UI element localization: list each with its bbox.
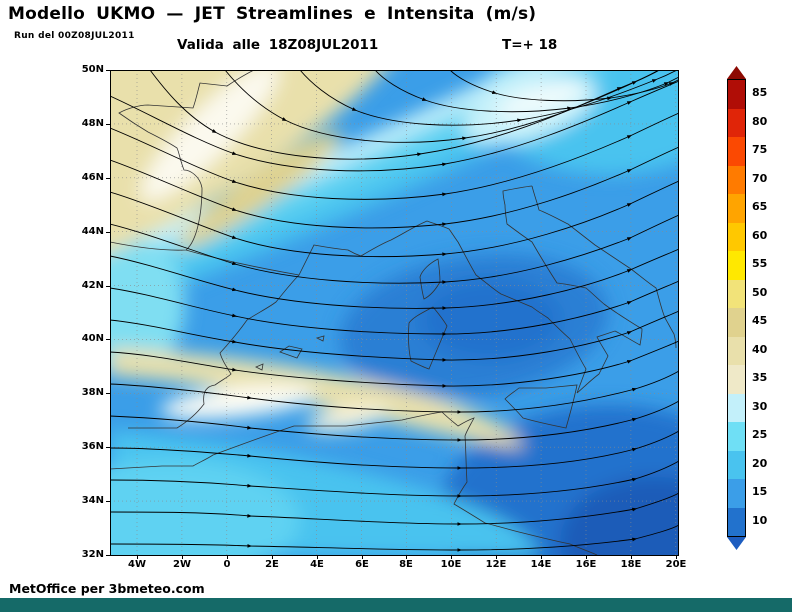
lon-label: 8E bbox=[386, 555, 426, 570]
streamline bbox=[449, 70, 679, 102]
lon-label: 18E bbox=[611, 555, 651, 570]
lat-label: 36N bbox=[68, 441, 111, 453]
colorbar-cell bbox=[728, 450, 745, 479]
coastline-atlantic-france bbox=[110, 70, 255, 251]
colorbar-value: 10 bbox=[752, 513, 768, 527]
colorbar-value: 15 bbox=[752, 485, 768, 498]
streamline bbox=[110, 340, 679, 388]
colorbar-value: 30 bbox=[752, 399, 768, 413]
lat-label: 46N bbox=[68, 172, 111, 184]
lon-label: 6E bbox=[342, 555, 382, 570]
lat-label: 32N bbox=[68, 549, 111, 561]
colorbar-cell bbox=[728, 336, 745, 365]
lon-label: 14E bbox=[521, 555, 561, 570]
lat-label: 50N bbox=[68, 64, 111, 76]
colorbar bbox=[727, 66, 746, 550]
lon-label: 4E bbox=[297, 555, 337, 570]
colorbar-cap-top bbox=[727, 66, 746, 79]
colorbar-value: 40 bbox=[752, 342, 768, 356]
streamlines bbox=[110, 70, 679, 552]
streamline bbox=[110, 460, 679, 498]
map-frame bbox=[110, 70, 679, 556]
intensity-region-center-low-core bbox=[420, 280, 560, 360]
colorbar-cell bbox=[728, 108, 745, 137]
colorbar-cap-bottom bbox=[727, 537, 746, 550]
run-label: Run del 00Z08JUL2011 bbox=[14, 31, 135, 41]
colorbar-value: 60 bbox=[752, 228, 768, 242]
lon-label: 16E bbox=[566, 555, 606, 570]
lon-label: 2W bbox=[162, 555, 202, 570]
colorbar-cell bbox=[728, 507, 745, 536]
page-title: Modello UKMO — JET Streamlines e Intensi… bbox=[8, 4, 537, 24]
colorbar-value: 65 bbox=[752, 200, 768, 213]
map-canvas bbox=[110, 70, 679, 556]
colorbar-value: 20 bbox=[752, 456, 768, 470]
colorbar-cell bbox=[728, 251, 745, 280]
lon-label: 2E bbox=[252, 555, 292, 570]
colorbar-cells bbox=[727, 79, 746, 537]
lat-label: 42N bbox=[68, 280, 111, 292]
colorbar-value: 85 bbox=[752, 86, 768, 99]
footer-color-bar bbox=[0, 598, 792, 612]
colorbar-cell bbox=[728, 137, 745, 166]
colorbar-cell bbox=[728, 165, 745, 194]
map-area bbox=[110, 70, 679, 560]
colorbar-value: 25 bbox=[752, 428, 768, 441]
colorbar-value: 55 bbox=[752, 257, 768, 270]
streamline bbox=[110, 492, 679, 526]
colorbar-labels: 85 80 75 70 65 60 55 50 45 40 35 30 25 2… bbox=[752, 79, 767, 535]
colorbar-cell bbox=[728, 308, 745, 337]
lon-label: 10E bbox=[431, 555, 471, 570]
colorbar-cell bbox=[728, 479, 745, 508]
forecast-lead-label: T=+ 18 bbox=[502, 37, 558, 53]
colorbar-cell bbox=[728, 422, 745, 451]
colorbar-cell bbox=[728, 393, 745, 422]
streamline bbox=[110, 370, 679, 414]
colorbar-cell bbox=[728, 222, 745, 251]
colorbar-value: 70 bbox=[752, 171, 768, 185]
lon-label: 12E bbox=[476, 555, 516, 570]
streamline bbox=[110, 310, 679, 362]
lat-label: 44N bbox=[68, 226, 111, 238]
colorbar-value: 75 bbox=[752, 143, 768, 156]
colorbar-value: 35 bbox=[752, 371, 768, 384]
colorbar-cell bbox=[728, 194, 745, 223]
colorbar-value: 45 bbox=[752, 314, 768, 327]
streamline bbox=[110, 524, 679, 552]
lat-label: 34N bbox=[68, 495, 111, 507]
colorbar-value: 80 bbox=[752, 114, 768, 128]
colorbar-cell bbox=[728, 365, 745, 394]
lon-label: 4W bbox=[117, 555, 157, 570]
lat-label: 38N bbox=[68, 387, 111, 399]
lat-label: 48N bbox=[68, 118, 111, 130]
colorbar-cell bbox=[728, 80, 745, 109]
lat-label: 40N bbox=[68, 333, 111, 345]
colorbar-value: 50 bbox=[752, 285, 768, 299]
streamline bbox=[110, 430, 679, 470]
colorbar-cell bbox=[728, 279, 745, 308]
streamline bbox=[110, 400, 679, 442]
valid-time-label: Valida alle 18Z08JUL2011 bbox=[177, 37, 379, 53]
lon-label: 20E bbox=[656, 555, 696, 570]
lon-label: 0 bbox=[207, 555, 247, 570]
credit-text: MetOffice per 3bmeteo.com bbox=[9, 581, 205, 596]
